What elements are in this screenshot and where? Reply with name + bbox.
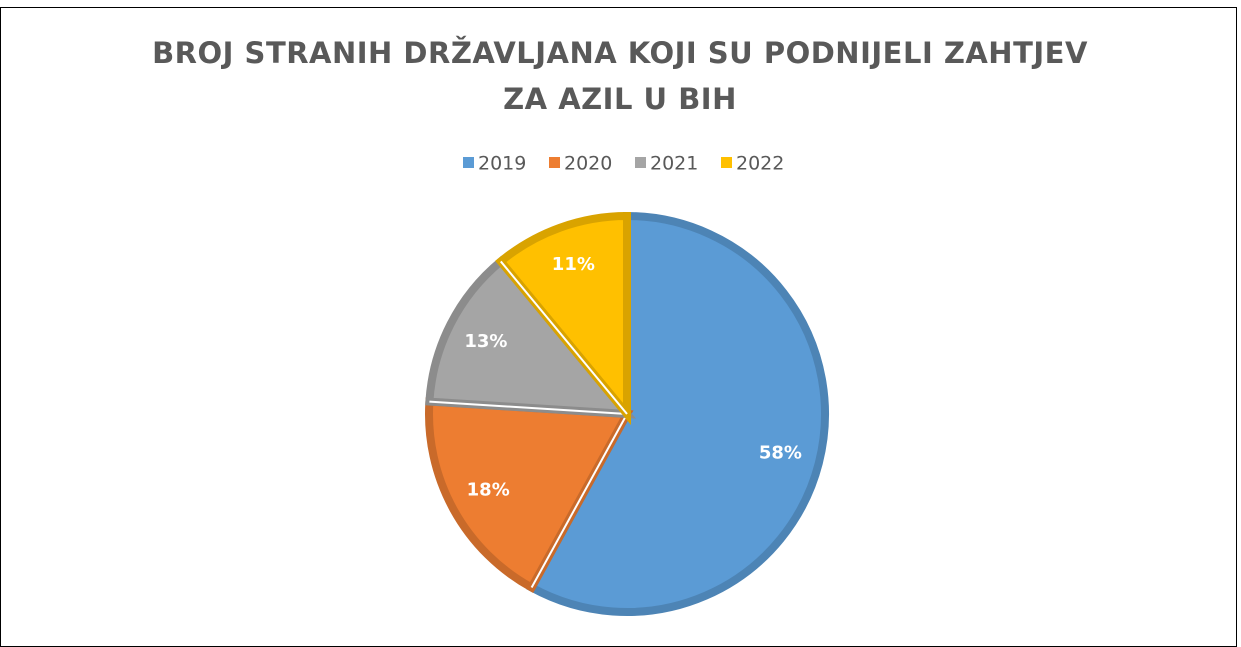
slice-separator <box>500 260 628 415</box>
legend-swatch <box>463 157 474 168</box>
pie-slice <box>495 211 631 426</box>
legend-label: 2022 <box>736 153 784 175</box>
legend-label: 2021 <box>650 153 698 175</box>
legend-label: 2019 <box>478 153 526 175</box>
legend-swatch <box>635 157 646 168</box>
slice-separator <box>429 400 628 415</box>
chart-title: BROJ STRANIH DRŽAVLJANA KOJI SU PODNIJEL… <box>152 36 1088 116</box>
legend-label: 2020 <box>564 153 612 175</box>
legend-swatch <box>549 157 560 168</box>
slice-separator <box>530 413 628 588</box>
data-label: 18% <box>467 479 510 500</box>
legend-swatch <box>721 157 732 168</box>
pie-slice <box>526 211 829 616</box>
pie-slice <box>425 397 634 593</box>
data-label: 11% <box>552 254 595 275</box>
data-label: 13% <box>464 331 507 352</box>
data-label: 58% <box>759 442 802 463</box>
pie-slice <box>425 255 636 419</box>
